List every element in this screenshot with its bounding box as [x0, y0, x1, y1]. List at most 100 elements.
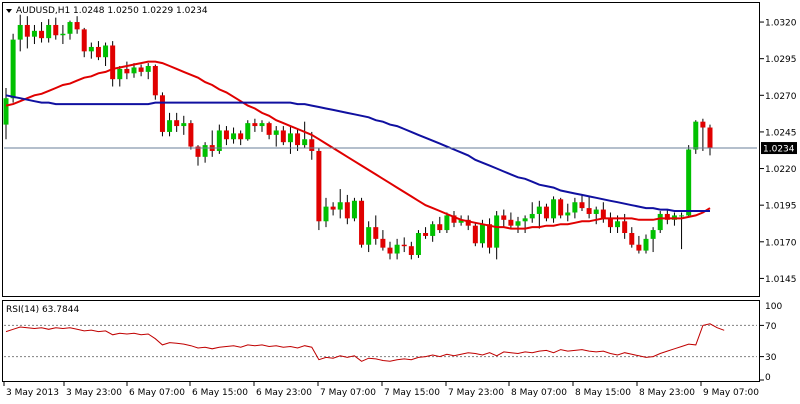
candle-body: [451, 215, 457, 223]
candle: [636, 235, 642, 254]
candle-body: [81, 29, 87, 52]
candle-body: [138, 67, 144, 72]
ohlc-label: 1.0248 1.0250 1.0229 1.0234: [73, 6, 208, 16]
candle-body: [302, 139, 308, 146]
candle-body: [159, 95, 165, 132]
candle: [287, 126, 293, 154]
candle-body: [145, 65, 151, 72]
rsi-line: [5, 323, 725, 362]
candle-body: [700, 121, 706, 128]
price-tick-label: 1.0220: [765, 165, 797, 175]
candle: [415, 230, 421, 258]
candle-body: [124, 68, 130, 74]
candle: [223, 126, 229, 146]
candle-body: [707, 127, 713, 149]
time-tick-label: 7 May 07:00: [320, 388, 376, 398]
candle-body: [579, 202, 585, 209]
candle-body: [487, 224, 493, 248]
candle: [39, 22, 45, 43]
candle-body: [558, 199, 564, 216]
candle-body: [238, 133, 244, 140]
fast-moving-average-line: [5, 60, 711, 230]
candle: [295, 128, 301, 151]
candle-body: [565, 212, 571, 216]
candle-body: [223, 130, 229, 140]
candle: [565, 203, 571, 222]
price-tick-label: 1.0245: [765, 128, 797, 138]
candle: [579, 194, 585, 212]
candle-body: [167, 120, 173, 132]
candle: [686, 145, 692, 217]
candle: [387, 241, 393, 260]
candle: [302, 121, 308, 149]
candle: [60, 24, 66, 45]
candle-body: [88, 46, 94, 52]
candle-body: [131, 67, 137, 74]
candle-body: [501, 215, 507, 220]
candle-body: [600, 209, 606, 219]
candle: [259, 120, 265, 132]
candle-body: [415, 233, 421, 255]
candle-body: [273, 130, 279, 135]
candle: [700, 118, 706, 151]
candle: [110, 41, 116, 87]
candle-body: [373, 227, 379, 239]
candle-body: [401, 244, 407, 247]
candle: [103, 42, 109, 66]
candle-body: [216, 130, 222, 151]
candle-body: [245, 123, 251, 140]
candle: [408, 241, 414, 260]
price-tick-label: 1.0295: [765, 55, 797, 65]
candle: [501, 209, 507, 228]
candle: [536, 200, 542, 229]
time-tick-label: 8 May 23:00: [639, 388, 695, 398]
candle: [145, 63, 151, 80]
candle-body: [607, 218, 613, 228]
candle-body: [615, 221, 621, 228]
candle-body: [53, 24, 59, 36]
slow-moving-average-line: [5, 94, 710, 212]
price-tick-label: 1.0320: [765, 19, 797, 29]
candle-body: [622, 221, 628, 234]
candle-body: [39, 30, 45, 39]
price-tick-label: 1.0145: [765, 275, 797, 285]
candle: [437, 216, 443, 234]
candle-body: [188, 123, 194, 147]
candle-body: [664, 213, 670, 220]
triangle-down-icon[interactable]: [6, 9, 12, 13]
candle: [515, 216, 521, 234]
candle-body: [650, 230, 656, 239]
symbol-label: AUDUSD,H1: [16, 6, 70, 16]
rsi-label: RSI(14) 63.7844: [6, 305, 79, 315]
candle-body: [103, 45, 109, 58]
chart-header: AUDUSD,H1 1.0248 1.0250 1.0229 1.0234: [6, 6, 208, 16]
candle-body: [515, 221, 521, 226]
candle: [366, 221, 372, 253]
candle-body: [408, 246, 414, 255]
candle-body: [359, 200, 365, 245]
rsi-tick-label: 0: [765, 373, 771, 383]
price-tick-label: 1.0195: [765, 202, 797, 212]
rsi-tick-label: 100: [765, 302, 782, 312]
candle: [707, 124, 713, 156]
candle: [629, 227, 635, 248]
candle: [238, 130, 244, 146]
time-tick-label: 7 May 15:00: [384, 388, 440, 398]
candle: [152, 64, 158, 100]
candle-body: [46, 24, 52, 39]
candle: [74, 16, 80, 34]
candle: [202, 142, 208, 163]
candle: [46, 19, 52, 43]
candle: [494, 211, 500, 260]
time-tick-label: 8 May 15:00: [575, 388, 631, 398]
candle: [181, 115, 187, 135]
candle: [309, 131, 315, 160]
candle-body: [195, 146, 201, 157]
candle-body: [629, 233, 635, 245]
candle: [273, 126, 279, 147]
candle: [451, 211, 457, 228]
candle-body: [117, 68, 123, 80]
candle-body: [479, 224, 485, 244]
